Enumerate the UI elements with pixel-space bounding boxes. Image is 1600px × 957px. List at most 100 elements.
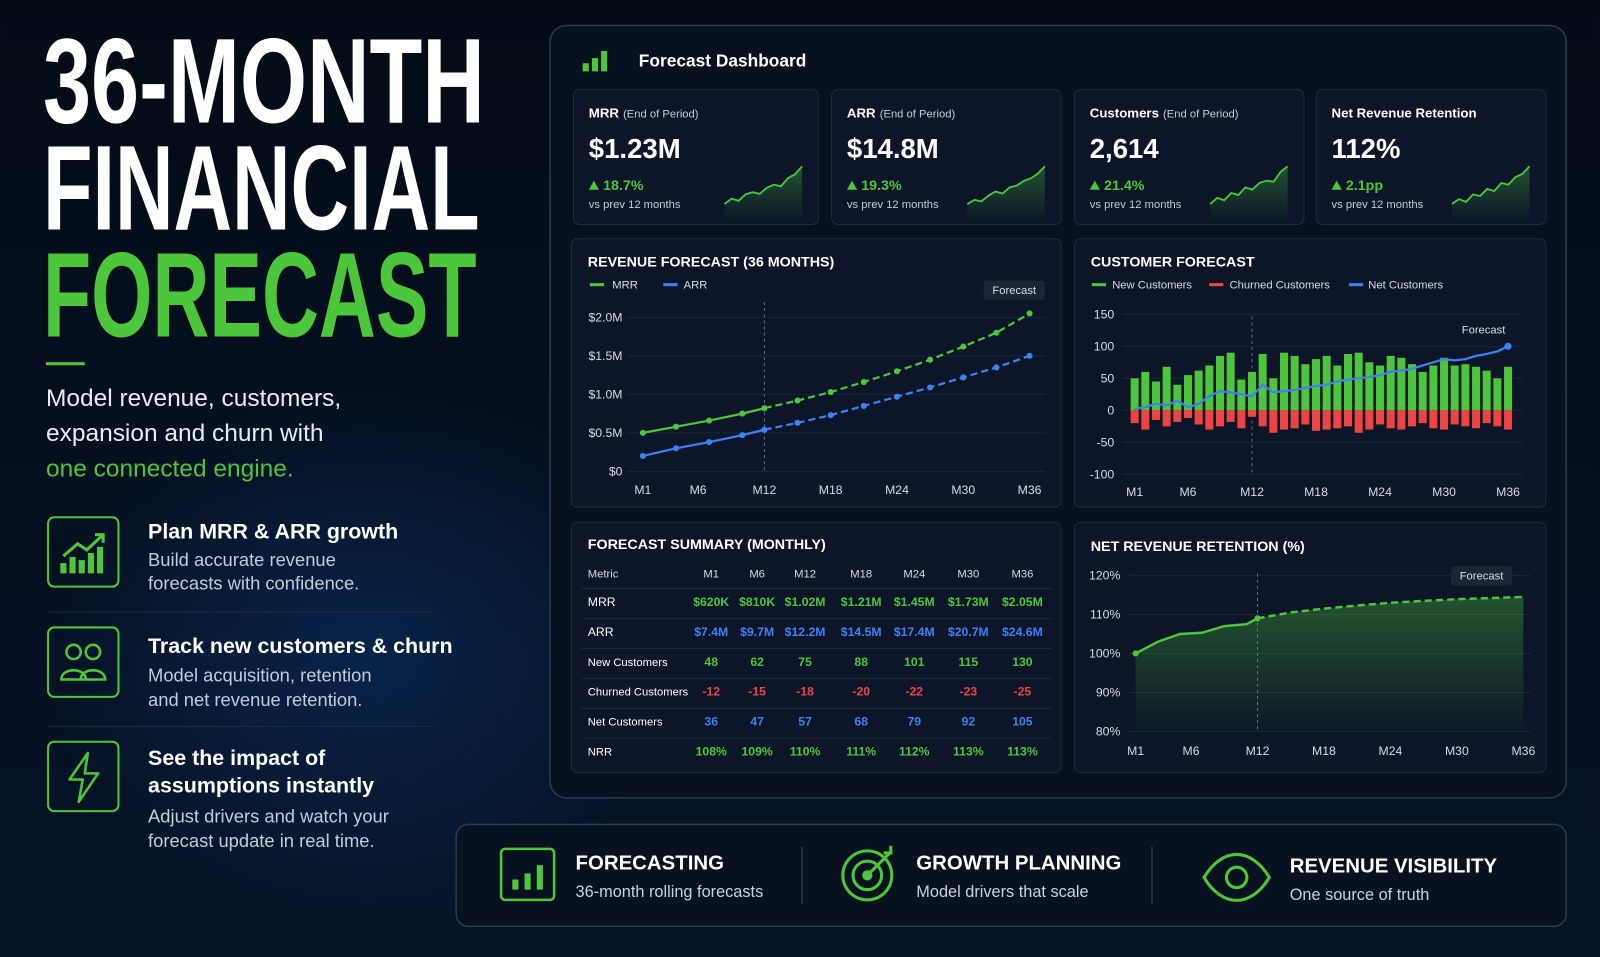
kpi-change: 21.4% bbox=[1104, 178, 1145, 194]
table-cell: -23 bbox=[959, 685, 977, 699]
kpi-comparison: vs prev 12 months bbox=[847, 199, 939, 211]
footer-icon-pupil bbox=[1224, 865, 1249, 890]
x-tick-label: M36 bbox=[1496, 485, 1520, 499]
bar bbox=[1280, 352, 1289, 411]
table-cell: -18 bbox=[796, 685, 814, 699]
table-cell: 112% bbox=[899, 744, 930, 758]
feature-title: Track new customers & churn bbox=[148, 634, 453, 658]
table-cell: $14.5M bbox=[841, 625, 882, 639]
bar bbox=[1429, 365, 1438, 411]
table-cell: $12.2M bbox=[785, 625, 826, 639]
table-cell: 79 bbox=[907, 715, 921, 729]
table-cell: 113% bbox=[1007, 744, 1038, 758]
bar bbox=[1301, 410, 1310, 425]
description: expansion and churn with bbox=[46, 420, 324, 447]
bar bbox=[1151, 381, 1160, 411]
feature: Plan MRR & ARR growth Build accurate rev… bbox=[47, 516, 398, 594]
bar bbox=[1482, 410, 1491, 424]
title-line: 36-MONTH bbox=[43, 13, 485, 148]
bar bbox=[1418, 410, 1427, 424]
x-tick-label: M6 bbox=[1179, 485, 1196, 499]
feature: Track new customers & churn Model acquis… bbox=[47, 626, 453, 710]
annotation: Forecast bbox=[1460, 571, 1505, 583]
table-row-label: MRR bbox=[588, 595, 616, 609]
bar bbox=[1194, 410, 1203, 425]
footer-icon bbox=[499, 847, 556, 902]
chart-title: REVENUE FORECAST (36 MONTHS) bbox=[588, 254, 835, 270]
bar bbox=[1173, 410, 1182, 422]
point bbox=[827, 388, 834, 396]
bar bbox=[1205, 410, 1214, 430]
bar bbox=[1408, 410, 1417, 427]
table-cell: 113% bbox=[953, 744, 984, 758]
icon-bolt bbox=[68, 751, 100, 804]
bar bbox=[1344, 410, 1353, 427]
point bbox=[739, 432, 746, 439]
footer-subtitle: One source of truth bbox=[1290, 886, 1430, 904]
y-tick-label: 150 bbox=[1094, 307, 1115, 321]
x-tick-label: M18 bbox=[1304, 485, 1328, 499]
footer-icon bbox=[841, 849, 894, 902]
table-cell: $17.4M bbox=[894, 625, 935, 639]
point bbox=[893, 368, 901, 375]
table-cell: $620K bbox=[693, 595, 729, 609]
feature-description: Adjust drivers and watch your bbox=[148, 805, 389, 826]
table-header: M36 bbox=[1012, 568, 1034, 580]
point bbox=[827, 412, 834, 419]
kpi-change: 18.7% bbox=[603, 178, 644, 194]
point bbox=[1026, 352, 1033, 359]
bar bbox=[1151, 410, 1160, 420]
point bbox=[761, 426, 768, 433]
bar bbox=[1333, 410, 1342, 429]
x-tick-label: M24 bbox=[1368, 485, 1392, 499]
kpi-up-icon bbox=[846, 180, 858, 190]
kpi-up-icon bbox=[1331, 180, 1342, 190]
y-tick-label: $2.0M bbox=[588, 310, 622, 324]
point bbox=[639, 429, 646, 436]
table-cell: $20.7M bbox=[948, 625, 989, 639]
table-row-label: Churned Customers bbox=[588, 687, 689, 699]
kpi-up-icon bbox=[588, 180, 600, 190]
kpi-change: 19.3% bbox=[861, 178, 902, 194]
bar bbox=[1173, 384, 1182, 411]
point bbox=[794, 397, 801, 404]
dashboard-icon bbox=[582, 51, 608, 72]
y-tick-label: $0.5M bbox=[588, 426, 622, 440]
point bbox=[1504, 342, 1512, 350]
kpi-value: $1.23M bbox=[589, 133, 681, 164]
bar bbox=[1440, 357, 1449, 411]
x-tick-label: M24 bbox=[885, 483, 909, 497]
description-highlight: one connected engine. bbox=[46, 455, 294, 482]
x-tick-label: M6 bbox=[1183, 744, 1200, 758]
bar bbox=[1376, 365, 1385, 411]
bar bbox=[1162, 366, 1171, 411]
y-tick-label: 100% bbox=[1089, 647, 1120, 661]
feature-title: assumptions instantly bbox=[148, 774, 374, 798]
card bbox=[570, 238, 1062, 508]
bar bbox=[1162, 410, 1171, 427]
point bbox=[960, 343, 967, 350]
sparkline-area bbox=[1210, 166, 1288, 219]
icon-body bbox=[60, 669, 107, 681]
table-cell: 47 bbox=[750, 715, 764, 729]
point bbox=[927, 384, 934, 391]
sparkline-area bbox=[1451, 166, 1530, 219]
table-header: M18 bbox=[850, 568, 872, 580]
table-cell: $1.73M bbox=[948, 595, 989, 609]
feature-description: Model acquisition, retention bbox=[148, 665, 372, 686]
bar bbox=[1248, 410, 1257, 417]
footer-subtitle: Model drivers that scale bbox=[916, 883, 1088, 901]
footer-icon-bars bbox=[512, 865, 543, 890]
table-row-label: New Customers bbox=[588, 657, 668, 669]
series-line bbox=[1134, 345, 1509, 411]
feature-description: forecast update in real time. bbox=[148, 830, 375, 851]
table-cell: 88 bbox=[854, 655, 868, 669]
table-cell: 101 bbox=[904, 655, 925, 669]
feature-description: forecasts with confidence. bbox=[148, 573, 359, 594]
table-row-label: NRR bbox=[588, 746, 612, 758]
bar bbox=[1141, 371, 1150, 411]
x-tick-label: M36 bbox=[1018, 483, 1042, 497]
card bbox=[1073, 238, 1547, 508]
point bbox=[1026, 310, 1033, 317]
point bbox=[672, 423, 680, 430]
